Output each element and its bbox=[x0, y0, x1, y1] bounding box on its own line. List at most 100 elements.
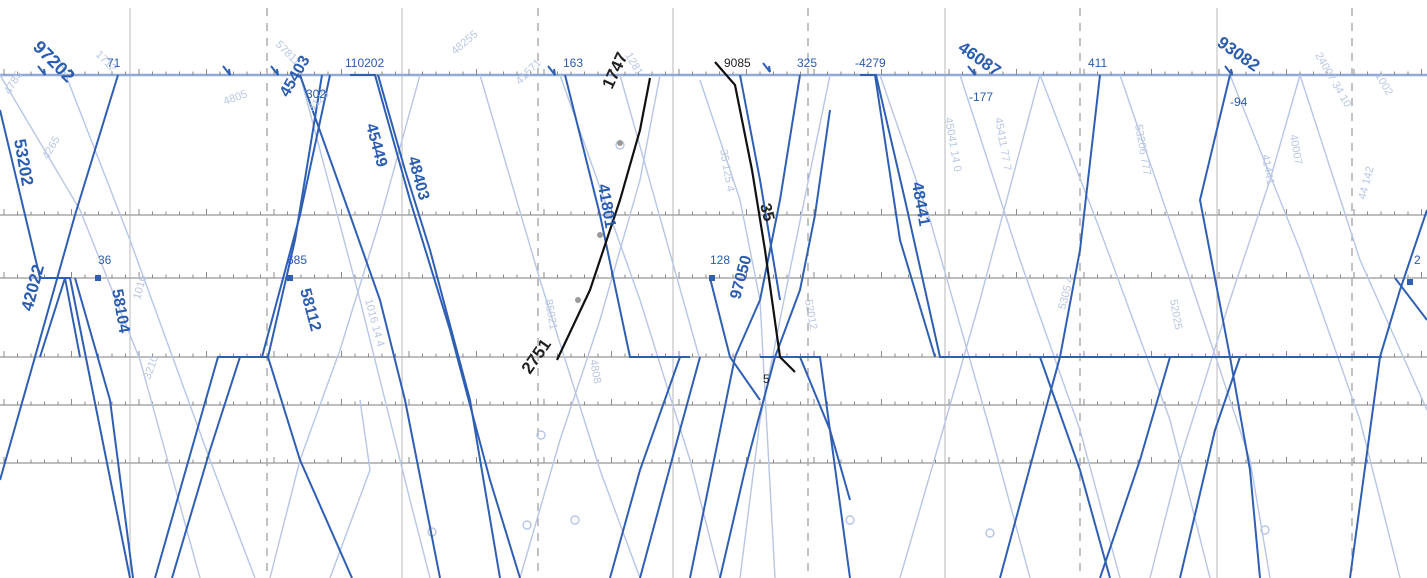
faint-train-path bbox=[879, 74, 1031, 578]
stop-square bbox=[1407, 279, 1413, 285]
primary-train-path bbox=[154, 74, 331, 578]
primary-train-path bbox=[874, 74, 936, 358]
faint-train-number-label: 40007 bbox=[1287, 133, 1304, 165]
faint-train-number-label: 4808 bbox=[587, 358, 603, 384]
train-number-label: 41801 bbox=[594, 183, 618, 230]
train-direction-arrow bbox=[222, 65, 231, 76]
faint-train-path bbox=[959, 74, 1121, 578]
train-number-label: 110202 bbox=[345, 56, 384, 70]
train-number-label: 42022 bbox=[18, 262, 49, 313]
primary-train-path bbox=[564, 74, 690, 358]
train-number-label: 302 bbox=[306, 87, 326, 101]
train-direction-arrow bbox=[37, 65, 46, 76]
faint-train-number-label: 52012 bbox=[802, 298, 819, 330]
selected-train-line[interactable] bbox=[556, 61, 796, 373]
faint-train-path bbox=[1299, 74, 1427, 411]
primary-train-path bbox=[709, 277, 761, 401]
primary-train-path bbox=[1349, 209, 1427, 578]
train-number-label: 53202 bbox=[10, 137, 37, 187]
faint-train-path bbox=[739, 74, 831, 578]
selected-train-down bbox=[714, 61, 796, 373]
primary-train-path bbox=[39, 277, 81, 358]
primary-train-path bbox=[719, 109, 831, 578]
stop-dot bbox=[617, 140, 623, 146]
primary-train-path bbox=[377, 74, 501, 578]
stop-square bbox=[287, 275, 293, 281]
faint-train-path bbox=[699, 79, 776, 578]
train-direction-arrow bbox=[547, 65, 556, 76]
train-number-label: 45449 bbox=[362, 122, 390, 169]
primary-train-path bbox=[739, 74, 781, 301]
faint-stop-marker bbox=[536, 430, 546, 440]
train-number-label: 128 bbox=[710, 253, 730, 267]
faint-train-path bbox=[299, 74, 431, 578]
primary-train-path bbox=[1394, 277, 1427, 321]
faint-train-number-label: 3210 bbox=[142, 354, 162, 381]
faint-stop-marker bbox=[845, 515, 855, 525]
faint-train-number-label: 5305 4 bbox=[1056, 275, 1076, 311]
faint-train-number-label: 35 125 4 bbox=[717, 148, 736, 192]
train-direction-arrow bbox=[762, 62, 771, 73]
faint-train-number-label: 44 142 bbox=[1356, 165, 1376, 201]
train-number-label: 36 bbox=[98, 253, 112, 267]
faint-train-number-label: 52025 bbox=[1167, 298, 1184, 330]
faint-train-number-label: 4785 bbox=[2, 69, 25, 96]
faint-train-path bbox=[519, 74, 661, 578]
primary-train-path bbox=[267, 356, 353, 578]
faint-train-number-label: 45411 77 7 bbox=[992, 116, 1013, 172]
primary-train-path bbox=[299, 74, 441, 578]
faint-train-number-label: 41441 bbox=[1259, 153, 1276, 185]
primary-train-path bbox=[999, 74, 1101, 578]
train-number-label: -177 bbox=[969, 90, 993, 104]
faint-stop-marker bbox=[570, 515, 580, 525]
stop-square bbox=[95, 275, 101, 281]
train-number-label: 163 bbox=[563, 56, 583, 70]
faint-train-path bbox=[1229, 74, 1401, 578]
train-number-label: -94 bbox=[1230, 95, 1248, 109]
faint-train-path bbox=[619, 74, 701, 361]
faint-train-number-label: 53206 777 bbox=[1132, 123, 1153, 176]
train-number-label: 58104 bbox=[108, 288, 132, 335]
faint-train-number-label: 41571 bbox=[514, 57, 544, 87]
faint-stop-marker bbox=[522, 520, 532, 530]
primary-train-lines bbox=[0, 74, 1427, 578]
train-number-label: 325 bbox=[797, 56, 817, 70]
faint-train-path bbox=[1119, 74, 1271, 578]
faint-train-path bbox=[559, 74, 721, 578]
faint-train-path bbox=[269, 74, 421, 578]
faint-train-number-label: 4265 bbox=[40, 134, 63, 161]
primary-train-path bbox=[1198, 74, 1261, 578]
faint-stop-marker bbox=[985, 528, 995, 538]
primary-train-path bbox=[1039, 356, 1111, 578]
selected-train-up bbox=[556, 77, 652, 361]
primary-train-path bbox=[0, 74, 119, 481]
faint-train-path bbox=[1039, 74, 1211, 578]
train-direction-arrow bbox=[270, 65, 279, 76]
selected-train-number-label: 35 bbox=[756, 202, 777, 224]
stop-square bbox=[709, 275, 715, 281]
faint-train-number-label: 4805 bbox=[222, 88, 249, 108]
selected-train-number-label: 5 bbox=[763, 372, 770, 386]
faint-train-path bbox=[479, 74, 641, 578]
train-number-label: 685 bbox=[287, 253, 307, 267]
faint-train-path bbox=[1149, 74, 1301, 578]
primary-train-path bbox=[609, 356, 681, 578]
primary-train-path bbox=[1099, 356, 1171, 578]
train-number-label: 48441 bbox=[908, 181, 932, 228]
train-direction-arrow bbox=[1224, 65, 1233, 76]
faint-train-number-label: 85021 bbox=[542, 298, 559, 330]
faint-train-path bbox=[0, 74, 201, 578]
primary-train-path bbox=[74, 277, 134, 578]
primary-train-path bbox=[350, 74, 521, 578]
primary-train-path bbox=[689, 74, 801, 578]
train-number-label: 2 bbox=[1414, 253, 1421, 267]
selected-train-number-label: 1747 bbox=[598, 49, 631, 91]
train-number-label: 71 bbox=[107, 56, 121, 70]
stop-dot bbox=[575, 297, 581, 303]
train-number-label: 93082 bbox=[1214, 33, 1264, 76]
train-number-label: 58112 bbox=[296, 287, 324, 334]
faint-train-lines bbox=[0, 59, 1427, 578]
